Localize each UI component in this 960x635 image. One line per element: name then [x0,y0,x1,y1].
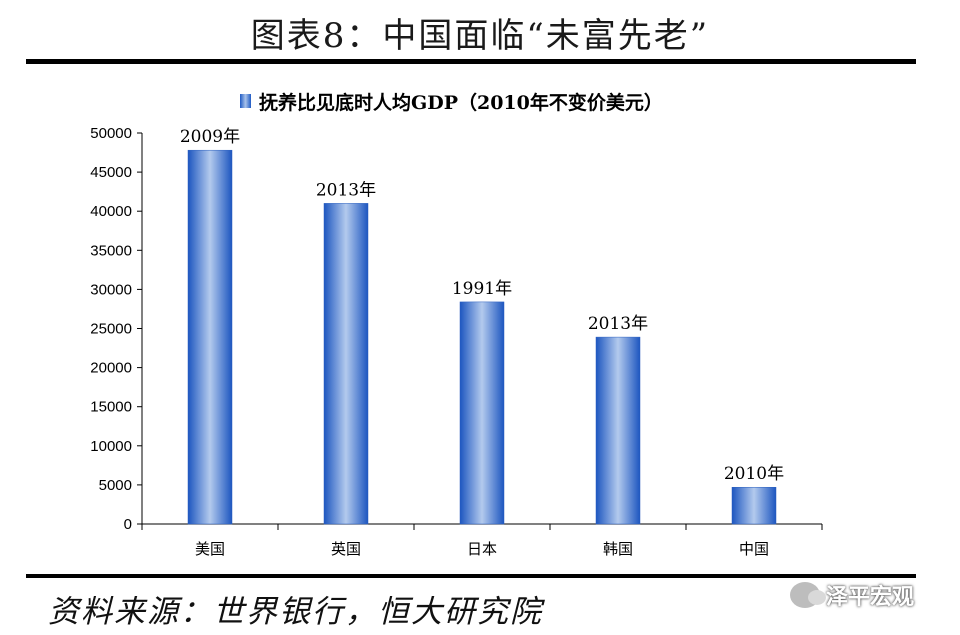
y-tick-label: 30000 [90,281,132,298]
x-tick-label: 中国 [739,540,769,558]
bar-data-label: 2009年 [180,127,240,147]
x-tick-label: 日本 [467,540,497,558]
source-note: 资料来源：世界银行，恒大研究院 [48,594,543,630]
bottom-rule [26,574,916,578]
y-tick-label: 35000 [90,242,132,259]
bar [187,149,233,525]
y-tick-label: 40000 [90,203,132,220]
x-tick-label: 韩国 [603,540,633,558]
watermark-label: 泽平宏观 [826,585,915,610]
legend-swatch [240,94,251,108]
watermark: 泽平宏观 [790,580,914,610]
y-tick-label: 25000 [90,321,132,338]
bar [459,301,505,525]
top-rule [26,59,916,64]
x-tick-label: 美国 [195,540,225,558]
bar [731,486,777,525]
x-tick-label: 英国 [331,540,361,558]
bar [595,336,641,525]
y-tick-label: 5000 [99,477,132,494]
bar [323,203,369,525]
y-tick-label: 10000 [90,438,132,455]
y-tick-label: 0 [124,516,132,533]
bar-data-label: 2013年 [316,180,376,200]
chart-legend: 抚养比见底时人均GDP（2010年不变价美元） [240,88,663,114]
wechat-icon [790,582,826,608]
y-tick-label: 20000 [90,360,132,377]
bar-data-label: 2010年 [724,464,784,484]
bar-data-label: 1991年 [452,279,512,299]
y-tick-label: 15000 [90,399,132,416]
figure-title: 图表8：中国面临“未富先老” [250,16,710,56]
y-tick-label: 45000 [90,164,132,181]
y-tick-label: 50000 [90,125,132,142]
bar-data-label: 2013年 [588,314,648,334]
bar-chart: 0 5000 10000 15000 20000 25000 30000 35000 40000… [90,125,823,558]
legend-label: 抚养比见底时人均GDP（2010年不变价美元） [259,91,663,114]
